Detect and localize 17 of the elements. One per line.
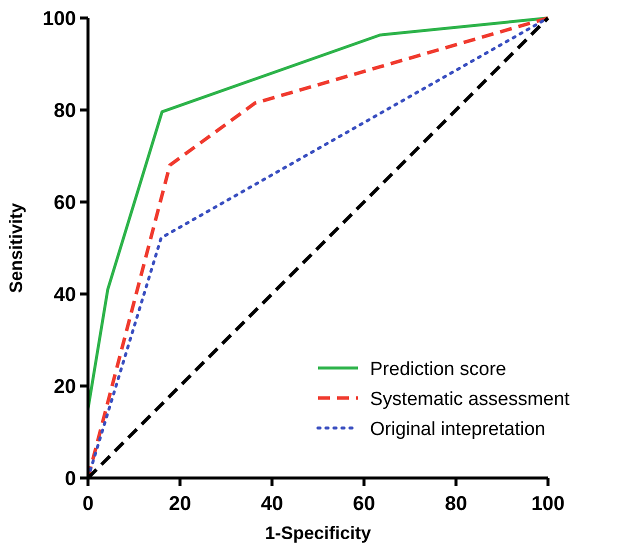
y-tick-label: 100 [42, 8, 76, 30]
y-tick-label: 40 [54, 284, 76, 306]
x-tick-label: 100 [531, 493, 565, 515]
y-tick-label: 20 [54, 376, 76, 398]
legend-label: Prediction score [370, 359, 506, 380]
y-tick-label: 0 [64, 468, 76, 490]
y-axis-title: Sensitivity [6, 202, 26, 294]
x-tick-label: 60 [352, 493, 376, 515]
x-tick-label: 0 [82, 493, 94, 515]
x-tick-label: 20 [168, 493, 192, 515]
x-tick-label: 80 [444, 493, 468, 515]
x-axis-title: 1-Specificity [264, 523, 372, 543]
x-tick-label: 40 [260, 493, 284, 515]
y-tick-label: 60 [54, 192, 76, 214]
legend-label: Original intepretation [370, 419, 546, 440]
y-tick-label: 80 [54, 100, 76, 122]
legend-label: Systematic assessment [370, 389, 570, 410]
